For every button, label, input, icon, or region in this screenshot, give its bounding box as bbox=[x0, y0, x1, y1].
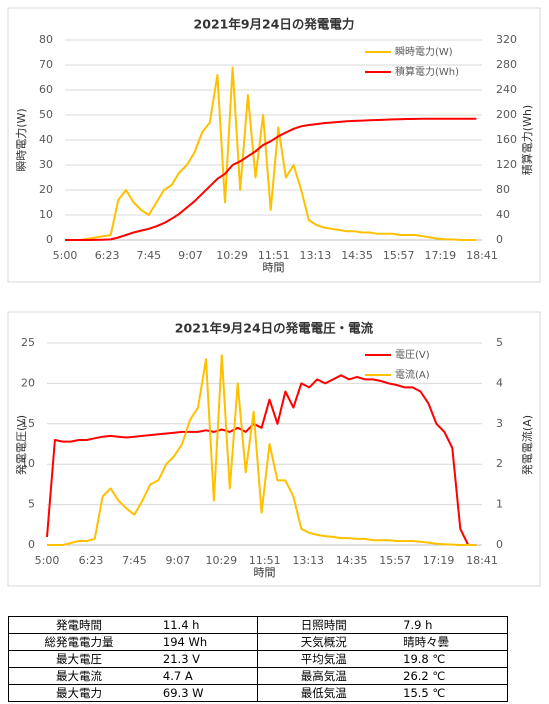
y-tick-label: 20 bbox=[39, 183, 53, 196]
x-tick-label: 6:23 bbox=[95, 249, 120, 262]
table-label: 日照時間 bbox=[257, 616, 390, 634]
y2-tick-label: 280 bbox=[496, 58, 517, 71]
y2-axis-label: 発電電流(A) bbox=[520, 415, 534, 475]
charts: 2021年9月24日の発電電力0102030405060708004080120… bbox=[7, 7, 541, 587]
x-tick-label: 9:07 bbox=[178, 249, 203, 262]
series-line bbox=[65, 66, 477, 241]
table-row: 最大電力 69.3 W 最低気温 15.5 ℃ bbox=[7, 684, 509, 702]
x-tick-label: 18:41 bbox=[466, 554, 498, 567]
x-tick-label: 6:23 bbox=[79, 554, 104, 567]
table-value: 26.2 ℃ bbox=[389, 667, 509, 685]
table-value: 7.9 h bbox=[389, 616, 509, 634]
legend-label: 電流(A) bbox=[395, 368, 430, 381]
x-tick-label: 11:51 bbox=[249, 554, 281, 567]
y2-tick-label: 120 bbox=[496, 158, 517, 171]
y2-tick-label: 40 bbox=[496, 208, 510, 221]
table-label: 発電時間 bbox=[7, 616, 149, 634]
table-label: 最大電力 bbox=[7, 684, 149, 702]
series-line bbox=[65, 117, 477, 241]
table-label: 最高気温 bbox=[257, 667, 390, 685]
table-value: 15.5 ℃ bbox=[389, 684, 509, 702]
y-tick-label: 50 bbox=[39, 108, 53, 121]
y-tick-label: 0 bbox=[46, 233, 53, 246]
table-row: 総発電電力量 194 Wh 天気概況 晴時々曇 bbox=[7, 633, 509, 651]
x-tick-label: 15:57 bbox=[379, 554, 411, 567]
table-value: 晴時々曇 bbox=[389, 633, 509, 651]
y2-axis-label: 積算電力(Wh) bbox=[520, 105, 534, 175]
y2-tick-label: 320 bbox=[496, 33, 517, 46]
chart-title: 2021年9月24日の発電電圧・電流 bbox=[175, 321, 374, 336]
x-tick-label: 7:45 bbox=[136, 249, 161, 262]
summary-table: 発電時間 11.4 h 日照時間 7.9 h 総発電電力量 194 Wh 天気概況 晴時々曇最… bbox=[7, 616, 509, 702]
y2-tick-label: 0 bbox=[496, 233, 503, 246]
x-tick-label: 14:35 bbox=[341, 249, 373, 262]
table-label: 平均気温 bbox=[257, 650, 390, 668]
y2-tick-label: 240 bbox=[496, 83, 517, 96]
table-label: 天気概況 bbox=[257, 633, 390, 651]
x-axis-label: 時間 bbox=[254, 566, 276, 579]
x-tick-label: 17:19 bbox=[424, 249, 456, 262]
table-value: 4.7 A bbox=[148, 667, 258, 685]
x-tick-label: 13:13 bbox=[292, 554, 324, 567]
x-tick-label: 14:35 bbox=[336, 554, 368, 567]
y-axis-label: 発電電圧(V) bbox=[14, 415, 28, 475]
x-tick-label: 7:45 bbox=[122, 554, 147, 567]
y2-tick-label: 200 bbox=[496, 108, 517, 121]
table-row: 最大電流 4.7 A 最高気温 26.2 ℃ bbox=[7, 667, 509, 685]
x-tick-label: 11:51 bbox=[258, 249, 290, 262]
y2-tick-label: 4 bbox=[496, 376, 503, 389]
x-tick-label: 5:00 bbox=[53, 249, 78, 262]
table-value: 21.3 V bbox=[148, 650, 258, 668]
chart-frame bbox=[7, 311, 541, 587]
series-line bbox=[46, 374, 477, 546]
x-tick-label: 18:41 bbox=[466, 249, 498, 262]
y-tick-label: 70 bbox=[39, 58, 53, 71]
y-tick-label: 10 bbox=[21, 457, 35, 470]
x-tick-label: 15:57 bbox=[383, 249, 415, 262]
x-tick-label: 17:19 bbox=[423, 554, 455, 567]
y2-tick-label: 160 bbox=[496, 133, 517, 146]
x-tick-label: 5:00 bbox=[35, 554, 60, 567]
table-value: 11.4 h bbox=[148, 616, 258, 634]
legend-label: 瞬時電力(W) bbox=[395, 45, 453, 58]
y2-tick-label: 2 bbox=[496, 457, 503, 470]
y-tick-label: 10 bbox=[39, 208, 53, 221]
x-tick-label: 10:29 bbox=[205, 554, 237, 567]
y-tick-label: 80 bbox=[39, 33, 53, 46]
y-tick-label: 25 bbox=[21, 336, 35, 349]
legend-label: 電圧(V) bbox=[395, 349, 430, 361]
x-tick-label: 13:13 bbox=[300, 249, 332, 262]
y-tick-label: 15 bbox=[21, 417, 35, 430]
x-axis-label: 時間 bbox=[263, 261, 285, 274]
table-label: 最大電圧 bbox=[7, 650, 149, 668]
table-label: 最大電流 bbox=[7, 667, 149, 685]
table-label: 最低気温 bbox=[257, 684, 390, 702]
table-row: 発電時間 11.4 h 日照時間 7.9 h bbox=[7, 616, 509, 634]
y-tick-label: 30 bbox=[39, 158, 53, 171]
y2-tick-label: 1 bbox=[496, 498, 503, 511]
x-tick-label: 10:29 bbox=[216, 249, 248, 262]
y-tick-label: 5 bbox=[28, 498, 35, 511]
y-tick-label: 20 bbox=[21, 376, 35, 389]
table-value: 194 Wh bbox=[148, 633, 258, 651]
y2-tick-label: 0 bbox=[496, 538, 503, 551]
chart-title: 2021年9月24日の発電電力 bbox=[194, 17, 355, 32]
table-label: 総発電電力量 bbox=[7, 633, 149, 651]
table-value: 19.8 ℃ bbox=[389, 650, 509, 668]
y-tick-label: 60 bbox=[39, 83, 53, 96]
table-value: 69.3 W bbox=[148, 684, 258, 702]
series-line bbox=[47, 354, 477, 546]
y2-tick-label: 5 bbox=[496, 336, 503, 349]
y2-tick-label: 3 bbox=[496, 417, 503, 430]
x-tick-label: 9:07 bbox=[166, 554, 191, 567]
table-row: 最大電圧 21.3 V 平均気温 19.8 ℃ bbox=[7, 650, 509, 668]
y-tick-label: 0 bbox=[28, 538, 35, 551]
legend-label: 積算電力(Wh) bbox=[395, 65, 459, 78]
y-tick-label: 40 bbox=[39, 133, 53, 146]
y-axis-label: 瞬時電力(W) bbox=[15, 108, 28, 171]
y2-tick-label: 80 bbox=[496, 183, 510, 196]
